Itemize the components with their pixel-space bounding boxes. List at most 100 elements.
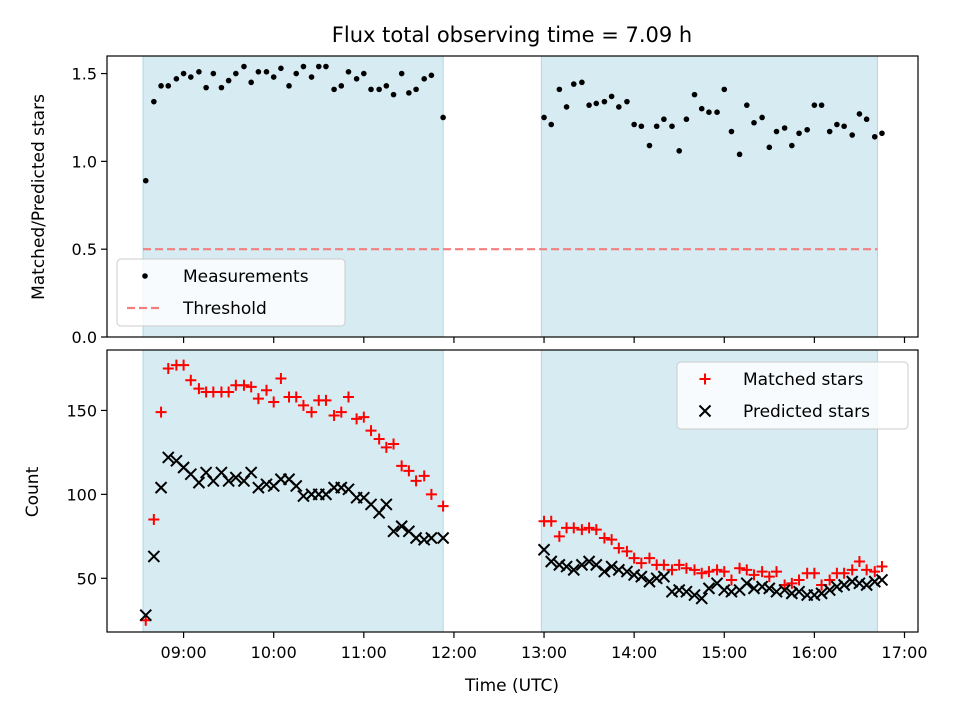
- matched-point: [418, 470, 430, 482]
- matched-point: [396, 460, 408, 472]
- top-data-point: [570, 81, 577, 87]
- matched-point: [869, 566, 881, 578]
- top-legend: Measurements Threshold: [116, 258, 346, 327]
- top-data-point: [556, 86, 563, 93]
- predicted-point: [665, 585, 679, 598]
- top-data-point: [440, 114, 446, 121]
- top-data-point: [834, 121, 840, 128]
- matched-point: [260, 384, 272, 396]
- bottom-observing-span-0: [142, 349, 444, 633]
- x-tick-label: 14:00: [611, 643, 657, 662]
- matched-point: [545, 515, 557, 527]
- top-data-point: [608, 93, 615, 100]
- matched-point: [696, 567, 708, 579]
- matched-point: [628, 552, 640, 564]
- matched-point: [824, 574, 836, 586]
- matched-point: [185, 374, 197, 386]
- x-tick-label: 17:00: [881, 643, 927, 662]
- top-data-point: [383, 83, 390, 89]
- matched-point: [155, 406, 167, 418]
- top-data-point: [721, 86, 728, 93]
- matched-point: [162, 362, 174, 374]
- top-axes-frame: [106, 55, 919, 338]
- matched-point: [606, 534, 618, 546]
- top-data-point: [593, 100, 600, 107]
- predicted-point: [875, 573, 889, 587]
- legend-entry-label: Threshold: [182, 299, 267, 319]
- matched-point: [148, 514, 160, 526]
- top-data-point: [361, 70, 367, 77]
- matched-point: [748, 569, 760, 581]
- matched-point: [268, 396, 280, 408]
- top-data-point: [158, 83, 164, 89]
- predicted-point: [680, 585, 693, 598]
- legend-marker-dot: [142, 273, 148, 279]
- top-data-point: [196, 69, 202, 75]
- x-tick-label: 10:00: [251, 643, 297, 662]
- top-data-point: [714, 109, 720, 115]
- matched-point: [673, 559, 685, 571]
- bottom-axes-frame: [106, 349, 919, 633]
- bottom-y-tick-label: 150: [66, 401, 97, 420]
- predicted-point: [260, 478, 273, 491]
- matched-point: [403, 465, 415, 477]
- matched-point: [238, 379, 250, 391]
- matched-point: [838, 567, 850, 579]
- top-data-point: [218, 84, 225, 91]
- top-data-point: [541, 114, 547, 121]
- top-data-point: [728, 128, 735, 135]
- predicted-point: [620, 565, 634, 578]
- matched-point: [741, 564, 753, 576]
- top-observing-span-1: [540, 55, 878, 338]
- predicted-point: [740, 577, 753, 590]
- matched-point: [568, 522, 580, 534]
- matched-point: [876, 561, 888, 573]
- legend-entry-label: Predicted stars: [743, 402, 870, 422]
- x-tick-label: 15:00: [701, 643, 747, 662]
- top-data-point: [406, 90, 412, 96]
- matched-point: [306, 406, 318, 418]
- top-data-point: [811, 102, 818, 108]
- predicted-point: [868, 575, 881, 588]
- matched-point: [342, 391, 354, 403]
- predicted-point: [387, 525, 400, 538]
- matched-point: [328, 409, 340, 421]
- top-data-point: [548, 121, 555, 128]
- top-y-tick-label: 1.0: [72, 152, 97, 171]
- legend-entry-label: Matched stars: [743, 370, 863, 390]
- top-data-point: [706, 109, 712, 115]
- predicted-point: [575, 558, 589, 572]
- predicted-point: [436, 531, 450, 545]
- top-data-point: [826, 128, 833, 135]
- top-data-point: [601, 98, 608, 105]
- predicted-point: [695, 592, 708, 605]
- top-data-point: [421, 76, 427, 82]
- predicted-point: [837, 578, 851, 592]
- predicted-point: [425, 531, 438, 545]
- top-data-point: [631, 121, 637, 128]
- matched-point: [590, 524, 602, 536]
- matched-point: [388, 438, 400, 450]
- matched-point: [320, 394, 332, 406]
- top-data-point: [691, 91, 698, 98]
- matched-point: [410, 475, 422, 487]
- predicted-point: [763, 582, 776, 595]
- predicted-point: [605, 560, 618, 573]
- predicted-point: [815, 587, 828, 600]
- top-data-point: [624, 98, 630, 105]
- top-data-point: [849, 132, 856, 138]
- predicted-point: [657, 570, 671, 583]
- matched-point: [598, 532, 610, 544]
- predicted-point: [627, 568, 641, 582]
- matched-point: [290, 391, 302, 403]
- top-data-point: [338, 83, 345, 89]
- matched-point: [373, 433, 385, 445]
- top-data-point: [241, 63, 247, 70]
- top-data-point: [376, 86, 382, 93]
- top-data-point: [233, 70, 239, 77]
- top-data-point: [286, 83, 292, 89]
- matched-point: [658, 559, 670, 571]
- top-data-point: [661, 116, 667, 123]
- matched-point: [786, 577, 798, 589]
- top-data-point: [225, 77, 232, 84]
